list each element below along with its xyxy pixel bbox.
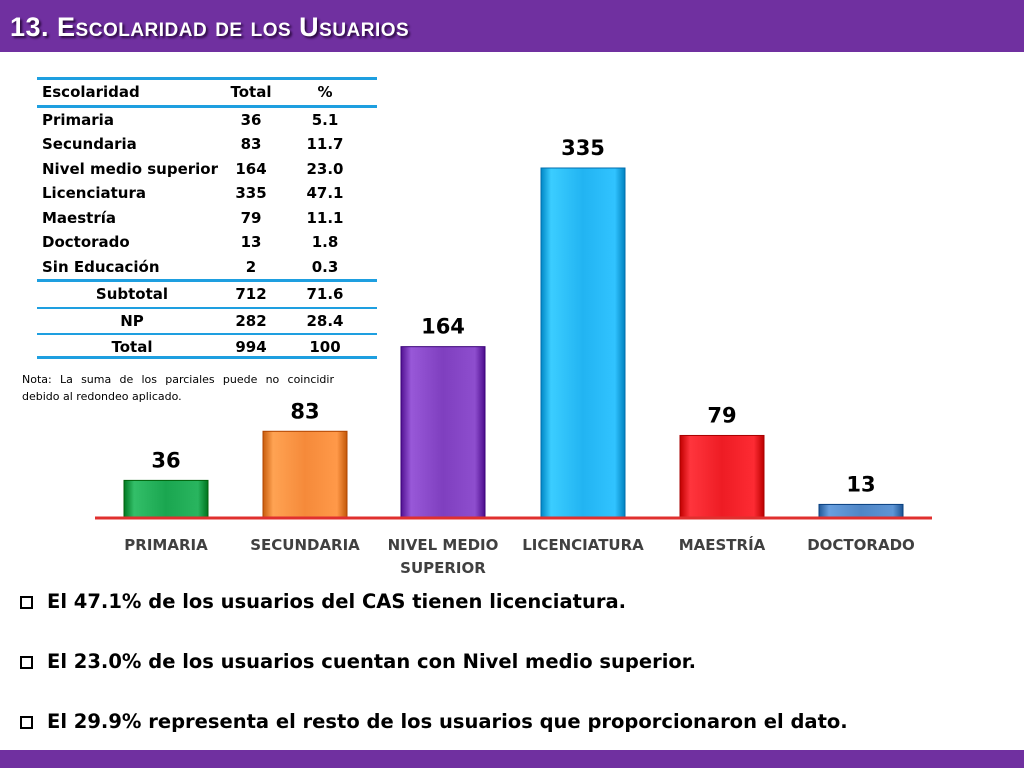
subtotal-row: Subtotal 712 71.6 [37, 282, 377, 307]
header-escolaridad: Escolaridad [42, 83, 140, 101]
total-row: Total 994 100 [37, 335, 377, 360]
table-row: Doctorado 13 1.8 [37, 230, 377, 255]
table-row: Maestría 79 11.1 [37, 206, 377, 231]
bullet-text: El 47.1% de los usuarios del CAS tienen … [47, 590, 627, 613]
row-percent: 5.1 [311, 110, 339, 129]
total-label: Total [111, 338, 153, 356]
bullet-item: El 29.9% representa el resto de los usua… [20, 710, 1010, 770]
row-percent: 23.0 [306, 159, 344, 178]
bar-maestría [679, 434, 765, 519]
checkbox-bullet-icon [20, 596, 33, 609]
bar-value-label: 83 [290, 399, 319, 423]
table-subtotal-rule [37, 279, 377, 282]
table-row: Sin Educación 2 0.3 [37, 255, 377, 280]
row-label: Primaria [42, 110, 114, 129]
checkbox-bullet-icon [20, 656, 33, 669]
bar-value-label: 79 [707, 403, 736, 427]
table-top-rule [37, 77, 377, 80]
bar-chart: 36 83 164 335 79 13 PRIMARIA SECUNDARIA NIVEL M… [95, 136, 932, 577]
category-label: LICENCIATURA [522, 536, 644, 554]
subtotal-percent: 71.6 [306, 285, 344, 303]
category-label: SECUNDARIA [250, 536, 360, 554]
table-row: Secundaria 83 11.7 [37, 132, 377, 157]
row-total: 36 [240, 110, 262, 129]
category-label: NIVEL MEDIO [388, 536, 499, 554]
category-label: MAESTRÍA [679, 535, 766, 554]
total-total: 994 [235, 338, 267, 356]
bar-secundaria [262, 430, 348, 519]
np-percent: 28.4 [306, 311, 344, 330]
category-label: DOCTORADO [807, 536, 915, 554]
page-title: 13. Escolaridad de los Usuarios [10, 12, 410, 42]
row-label: Doctorado [42, 233, 130, 251]
row-percent: 11.7 [306, 135, 344, 153]
bar-nivel-medio-superior [400, 346, 486, 519]
bullet-list: El 47.1% de los usuarios del CAS tienen … [20, 590, 1010, 770]
table-row: Primaria 36 5.1 [37, 108, 377, 133]
row-percent: 47.1 [306, 184, 344, 202]
bar-value-label: 335 [561, 136, 605, 160]
row-total: 79 [240, 208, 262, 227]
total-percent: 100 [309, 338, 341, 356]
table-bottom-rule [37, 356, 377, 359]
bar-primaria [123, 479, 209, 519]
np-row: NP 282 28.4 [37, 309, 377, 334]
checkbox-bullet-icon [20, 716, 33, 729]
bullet-text: El 29.9% representa el resto de los usua… [47, 710, 848, 733]
row-percent: 0.3 [311, 257, 339, 276]
row-total: 164 [235, 159, 267, 178]
category-label: PRIMARIA [124, 536, 208, 554]
row-total: 335 [235, 184, 267, 202]
subtotal-label: Subtotal [95, 285, 169, 303]
row-label: Licenciatura [42, 184, 146, 202]
table-row: Nivel medio superior 164 23.0 [37, 157, 377, 182]
bar-licenciatura [540, 167, 626, 519]
row-total: 83 [240, 135, 262, 153]
header-total: Total [230, 83, 272, 101]
footer-bar [0, 750, 1024, 768]
bullet-item: El 23.0% de los usuarios cuentan con Niv… [20, 650, 1010, 710]
bullet-item: El 47.1% de los usuarios del CAS tienen … [20, 590, 1010, 650]
table-row: Licenciatura 335 47.1 [37, 181, 377, 206]
subtotal-total: 712 [235, 285, 267, 303]
data-table: Escolaridad Total % Primaria 36 5.1 Secund… [37, 77, 377, 360]
row-label: Nivel medio superior [42, 159, 218, 178]
bullet-text: El 23.0% de los usuarios cuentan con Niv… [47, 650, 697, 673]
bar-value-label: 13 [846, 472, 875, 496]
header-percent: % [317, 83, 333, 101]
row-label: Sin Educación [42, 257, 160, 276]
table-header-row: Escolaridad Total % [37, 80, 377, 105]
category-label: SUPERIOR [400, 559, 486, 577]
row-label: Maestría [42, 208, 116, 227]
bar-doctorado [818, 503, 904, 519]
row-total: 2 [245, 257, 257, 276]
bar-value-label: 164 [421, 315, 465, 339]
table-total-rule [37, 333, 377, 335]
bar-value-label: 36 [151, 448, 180, 472]
np-total: 282 [235, 311, 267, 330]
row-percent: 11.1 [306, 208, 344, 227]
row-label: Secundaria [42, 135, 137, 153]
row-percent: 1.8 [311, 233, 339, 251]
table-header-rule [37, 104, 377, 108]
title-bar: 13. Escolaridad de los Usuarios [0, 0, 1024, 52]
row-total: 13 [240, 233, 262, 251]
np-label: NP [120, 311, 144, 330]
table-np-rule [37, 306, 377, 309]
table-note: Nota: La suma de los parciales puede no … [22, 373, 334, 403]
